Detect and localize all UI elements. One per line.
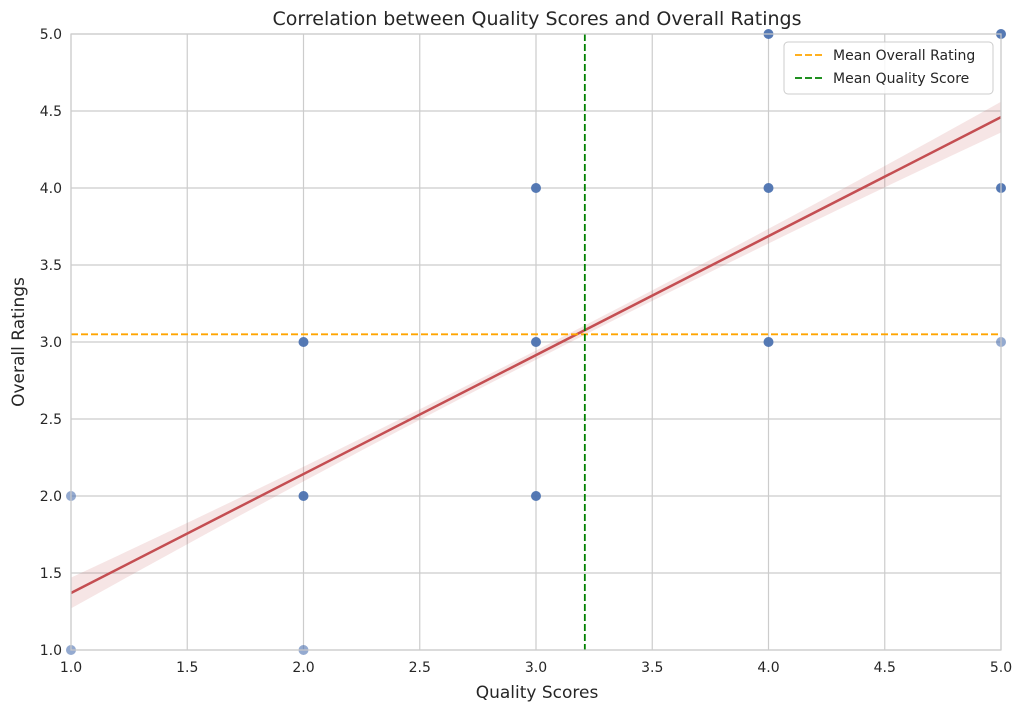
regression-line-group [70, 116, 1002, 595]
y-tick-label-8: 5.0 [40, 27, 62, 43]
x-tick-label-4: 3.0 [525, 660, 547, 676]
y-tick-label-3: 2.5 [40, 412, 62, 428]
y-tick-label-2: 2.0 [40, 489, 62, 505]
legend-box [783, 41, 994, 95]
legend-entry-1: Mean Quality Score [833, 71, 969, 87]
x-tick-labels: 1.0 1.5 2.0 2.5 3.0 3.5 4.0 4.5 5.0 [60, 660, 1012, 676]
reference-lines [71, 34, 1001, 650]
x-axis-label: Quality Scores [476, 683, 599, 703]
x-tick-label-8: 5.0 [990, 660, 1012, 676]
x-tick-label-6: 4.0 [757, 660, 779, 676]
y-tick-label-6: 4.0 [40, 181, 62, 197]
y-tick-label-4: 3.0 [40, 335, 62, 351]
data-point-9 [763, 183, 774, 193]
regression-line [70, 116, 1002, 595]
y-tick-label-0: 1.0 [40, 643, 62, 659]
x-tick-label-0: 1.0 [60, 660, 82, 676]
data-point-3 [298, 491, 309, 501]
y-tick-label-1: 1.5 [40, 566, 62, 582]
x-tick-label-7: 4.5 [874, 660, 896, 676]
x-tick-label-5: 3.5 [641, 660, 663, 676]
data-point-4 [298, 337, 309, 347]
y-tick-labels: 1.0 1.5 2.0 2.5 3.0 3.5 4.0 4.5 5.0 [40, 27, 62, 659]
y-tick-label-5: 3.5 [40, 258, 62, 274]
y-axis-label: Overall Ratings [9, 277, 29, 407]
x-tick-label-1: 1.5 [176, 660, 198, 676]
legend: Mean Overall Rating Mean Quality Score [783, 41, 994, 95]
plot-frame [70, 33, 1002, 651]
y-tick-label-7: 4.5 [40, 104, 62, 120]
data-point-6 [531, 337, 541, 347]
data-point-8 [763, 337, 774, 347]
x-tick-label-3: 2.5 [409, 660, 431, 676]
data-point-7 [531, 183, 541, 193]
legend-entry-0: Mean Overall Rating [833, 48, 975, 64]
chart-title: Correlation between Quality Scores and O… [273, 8, 802, 30]
x-tick-label-2: 2.0 [292, 660, 314, 676]
data-point-5 [531, 491, 541, 501]
